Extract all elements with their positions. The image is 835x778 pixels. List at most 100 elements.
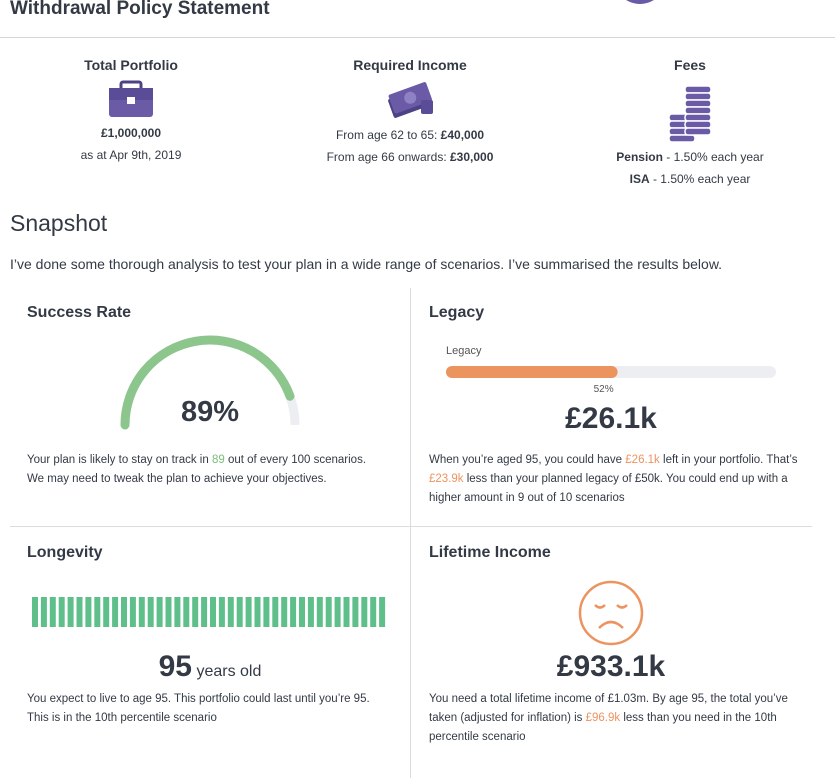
longevity-bar (370, 597, 377, 627)
card-text: Your plan is likely to stay on track in … (27, 451, 397, 489)
gauge: 89% (120, 335, 300, 430)
bar-fill (446, 366, 618, 378)
coins-icon (668, 85, 712, 142)
longevity-bar (263, 597, 270, 627)
briefcase-icon (109, 80, 153, 117)
income-value: £30,000 (450, 150, 494, 164)
fee-text: - 1.50% each year (662, 150, 764, 164)
legacy-amount: £26.1k (565, 402, 657, 435)
card-title: Longevity (27, 544, 103, 561)
longevity-bar (174, 597, 181, 627)
longevity-bar (334, 597, 341, 627)
text: less than your planned legacy of £50k. Y… (429, 473, 788, 504)
longevity-age: 95 years old (10, 650, 410, 684)
longevity-bar (290, 597, 297, 627)
longevity-bar (49, 597, 56, 627)
text: out of every 100 scenarios. (224, 454, 367, 466)
longevity-bar (156, 597, 163, 627)
bar-label: Legacy (446, 345, 482, 357)
longevity-bar (76, 597, 83, 627)
gauge-label: 89% (181, 396, 239, 428)
longevity-bar (236, 597, 243, 627)
card-title: Legacy (429, 304, 485, 321)
age-unit: years old (196, 663, 262, 680)
portfolio-date: as at Apr 9th, 2019 (80, 148, 182, 162)
longevity-bar (281, 597, 288, 627)
fee-name: Pension (616, 150, 663, 164)
income-amount: £933.1k (556, 650, 666, 683)
longevity-bar (307, 597, 314, 627)
card-text: When you’re aged 95, you could have £26.… (429, 451, 799, 508)
longevity-bar (121, 597, 127, 627)
longevity-bar (325, 597, 332, 627)
longevity-bar (361, 597, 368, 627)
portfolio-summary: Total Portfolio £1,000,000 as at Apr 9th… (1, 54, 261, 166)
divider (10, 526, 812, 527)
age: 95 (158, 650, 192, 683)
longevity-bar (94, 597, 101, 627)
longevity-bar (58, 597, 65, 627)
card-text: You expect to live to age 95. This portf… (27, 693, 370, 724)
longevity-bar (129, 597, 136, 627)
text: We may need to tweak the plan to achieve… (27, 473, 327, 485)
divider (410, 288, 411, 778)
income-value: £40,000 (440, 128, 485, 142)
income-label: From age 62 to 65: (335, 128, 441, 142)
longevity-bar (227, 597, 234, 627)
income-label: From age 66 onwards: (326, 150, 450, 164)
summary-title: Required Income (353, 57, 467, 73)
longevity-bar (40, 597, 47, 627)
longevity-bar (352, 597, 359, 627)
summary-title: Fees (674, 57, 706, 73)
highlight: £23.9k (429, 473, 464, 485)
avatar-edge (626, 0, 654, 4)
longevity-bar (165, 597, 172, 627)
longevity-bar (147, 597, 154, 627)
section-title: Snapshot (10, 210, 108, 236)
section-intro: I’ve done some thorough analysis to test… (10, 256, 723, 272)
page-title: Withdrawal Policy Statement (10, 0, 270, 19)
highlight: £96.9k (585, 712, 621, 724)
longevity-bars (32, 597, 386, 627)
header-rule (0, 37, 835, 38)
longevity-bar (183, 597, 190, 627)
longevity-bar (67, 597, 74, 627)
card-title: Lifetime Income (429, 544, 551, 561)
longevity-bar (103, 597, 110, 627)
portfolio-amount: £1,000,000 (100, 126, 162, 140)
longevity-bar (254, 597, 261, 627)
income-summary: Required Income From age 62 to 65: £40,0… (280, 54, 540, 168)
longevity-bar (272, 597, 279, 627)
fees-summary: Fees Pension - 1.50% each year ISA - 1.5… (560, 54, 820, 190)
card-text: You need a total lifetime income of £1.0… (429, 690, 789, 747)
longevity-bar (32, 597, 38, 627)
longevity-bar (379, 597, 386, 627)
text: When you’re aged 95, you could have (429, 454, 626, 466)
longevity-bar (299, 597, 305, 627)
summary-title: Total Portfolio (84, 57, 178, 73)
fee-text: - 1.50% each year (649, 172, 751, 186)
longevity-bar (112, 597, 119, 627)
highlight: £26.1k (625, 454, 660, 466)
card-title: Success Rate (27, 304, 132, 321)
longevity-bar (343, 597, 350, 627)
text: less than you need in the 10th percentil… (429, 712, 777, 743)
text: Your plan is likely to stay on track in (27, 454, 212, 466)
bar-value: 52% (594, 384, 614, 395)
fee-name: ISA (629, 172, 650, 186)
longevity-bar (138, 597, 145, 627)
longevity-bar (316, 597, 323, 627)
gauge-arc (120, 335, 295, 430)
text: You need a total lifetime income of £1.0… (429, 693, 788, 724)
text: left in your portfolio. That’s (659, 454, 798, 466)
longevity-bar (192, 597, 199, 627)
highlight: 89 (211, 454, 225, 466)
longevity-bar (218, 597, 225, 627)
longevity-bar (85, 597, 92, 627)
sad-face-icon (578, 580, 644, 646)
longevity-bar (210, 597, 216, 627)
longevity-bar (245, 597, 252, 627)
longevity-bar (201, 597, 208, 627)
cash-icon (388, 82, 433, 118)
